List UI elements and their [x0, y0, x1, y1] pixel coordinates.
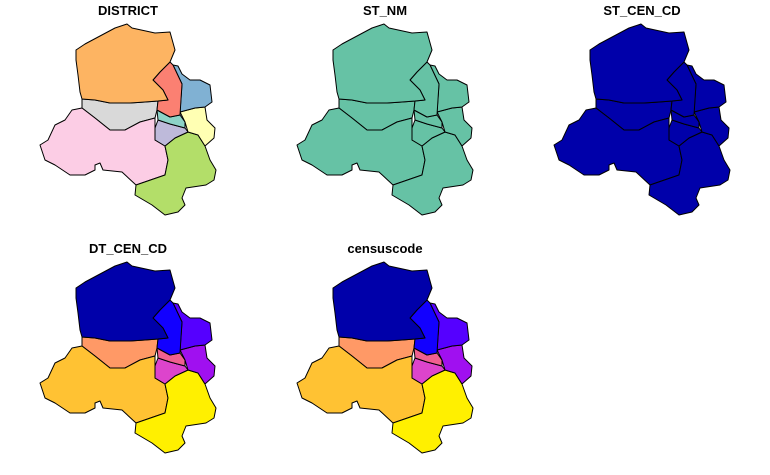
- district-region: [296, 107, 426, 186]
- district-region: [553, 107, 683, 186]
- district-region: [39, 345, 169, 424]
- district-region: [75, 23, 176, 104]
- district-region: [589, 23, 690, 104]
- map-panel-st-cen-cd: ST_CEN_CD: [553, 3, 731, 216]
- district-region: [134, 369, 217, 454]
- panel-title: censuscode: [347, 241, 422, 256]
- map-panel-district: DISTRICT: [39, 3, 217, 216]
- panel-title: DISTRICT: [98, 3, 158, 18]
- map-panel-censuscode: censuscode: [296, 241, 474, 454]
- panel-title: ST_CEN_CD: [603, 3, 680, 18]
- panel-title: ST_NM: [363, 3, 407, 18]
- district-region: [332, 261, 433, 342]
- panel-title: DT_CEN_CD: [89, 241, 167, 256]
- district-region: [391, 131, 474, 216]
- district-region: [75, 261, 176, 342]
- district-region: [39, 107, 169, 186]
- district-region: [332, 23, 433, 104]
- district-region: [296, 345, 426, 424]
- district-region: [391, 369, 474, 454]
- map-panel-st-nm: ST_NM: [296, 3, 474, 216]
- district-region: [648, 131, 731, 216]
- map-panel-dt-cen-cd: DT_CEN_CD: [39, 241, 217, 454]
- district-region: [134, 131, 217, 216]
